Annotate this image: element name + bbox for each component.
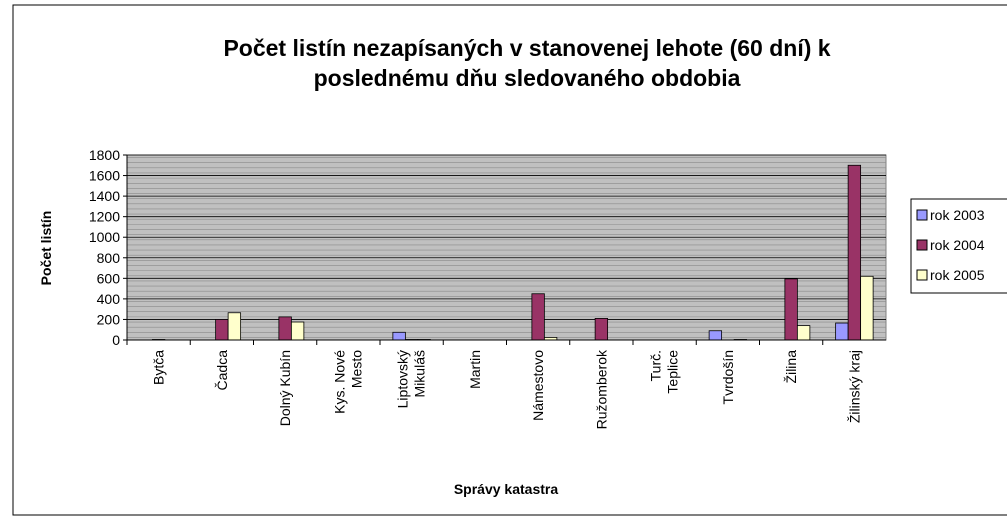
x-tick-label: Tvrdošín xyxy=(720,350,736,404)
bar xyxy=(290,321,305,341)
y-tick-label: 1600 xyxy=(89,168,120,184)
x-tick-label: Turč.Teplice xyxy=(648,350,681,394)
bar xyxy=(531,293,545,341)
y-tick-label: 0 xyxy=(112,332,120,348)
y-axis-title: Počet listín xyxy=(38,211,54,286)
legend-swatch xyxy=(916,209,928,221)
legend-swatch xyxy=(916,239,928,251)
bar xyxy=(392,331,406,341)
y-tick-label: 1000 xyxy=(89,229,120,245)
x-tick-label: Čadca xyxy=(214,350,230,391)
x-tick-label: Martin xyxy=(467,350,483,389)
x-axis-title: Správy katastra xyxy=(454,481,559,497)
bar xyxy=(594,318,609,341)
x-tick-label: Námestovo xyxy=(530,350,546,421)
bar xyxy=(847,164,862,341)
x-tick-label: Žilina xyxy=(783,350,799,384)
bar xyxy=(708,330,723,341)
bar xyxy=(796,325,811,341)
y-tick-label: 1800 xyxy=(89,147,120,163)
chart-title: Počet listín nezapísaných v stanovenej l… xyxy=(223,35,830,91)
x-tick-label: Dolný Kubín xyxy=(277,350,293,426)
y-tick-label: 800 xyxy=(97,250,121,266)
x-tick-label: Bytča xyxy=(151,350,167,385)
y-tick-label: 200 xyxy=(97,311,121,327)
bar xyxy=(215,319,229,341)
x-tick-label: Žilinský kraj xyxy=(846,350,862,423)
y-tick-label: 1200 xyxy=(89,209,120,225)
legend-label: rok 2005 xyxy=(930,267,985,283)
y-tick-label: 600 xyxy=(97,270,121,286)
bar xyxy=(227,312,242,341)
plot-area xyxy=(126,154,887,341)
legend-swatch xyxy=(916,269,928,281)
bar xyxy=(278,316,292,341)
legend-label: rok 2004 xyxy=(930,237,985,253)
y-tick-label: 400 xyxy=(97,291,121,307)
bar xyxy=(784,278,798,341)
bar xyxy=(835,322,849,341)
legend-label: rok 2003 xyxy=(930,207,985,223)
x-tick-label: Ružomberok xyxy=(593,349,609,429)
y-tick-label: 1400 xyxy=(89,188,120,204)
x-tick-label: Kys. NovéMesto xyxy=(331,350,364,414)
x-tick-label: LiptovskýMikuláš xyxy=(395,350,428,408)
bar xyxy=(860,275,874,341)
